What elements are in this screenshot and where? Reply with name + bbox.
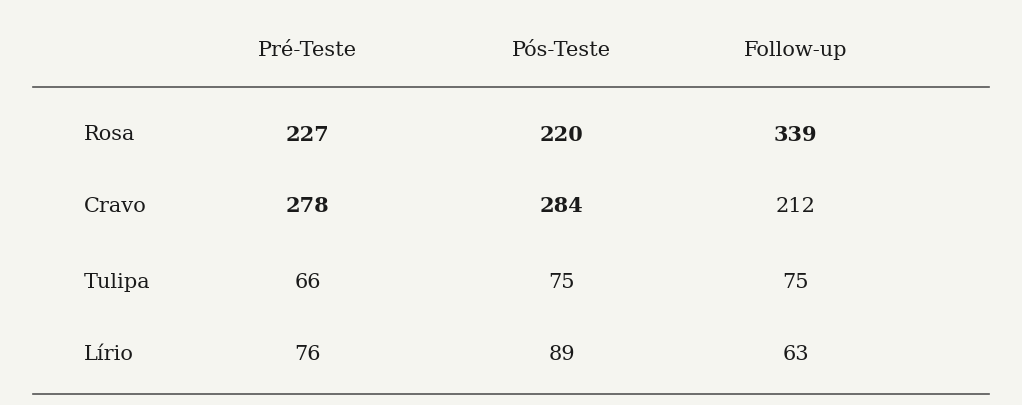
Text: 75: 75 — [549, 273, 575, 292]
Text: 284: 284 — [540, 196, 584, 217]
Text: 66: 66 — [294, 273, 321, 292]
Text: Follow-up: Follow-up — [744, 41, 847, 60]
Text: Rosa: Rosa — [84, 125, 136, 144]
Text: Pós-Teste: Pós-Teste — [512, 41, 611, 60]
Text: Lírio: Lírio — [84, 345, 134, 364]
Text: Cravo: Cravo — [84, 197, 147, 216]
Text: Tulipa: Tulipa — [84, 273, 150, 292]
Text: 227: 227 — [286, 125, 329, 145]
Text: 75: 75 — [783, 273, 808, 292]
Text: 89: 89 — [549, 345, 575, 364]
Text: 220: 220 — [540, 125, 584, 145]
Text: 278: 278 — [286, 196, 329, 217]
Text: Pré-Teste: Pré-Teste — [259, 41, 358, 60]
Text: 339: 339 — [774, 125, 818, 145]
Text: 63: 63 — [782, 345, 809, 364]
Text: 76: 76 — [294, 345, 321, 364]
Text: 212: 212 — [776, 197, 816, 216]
